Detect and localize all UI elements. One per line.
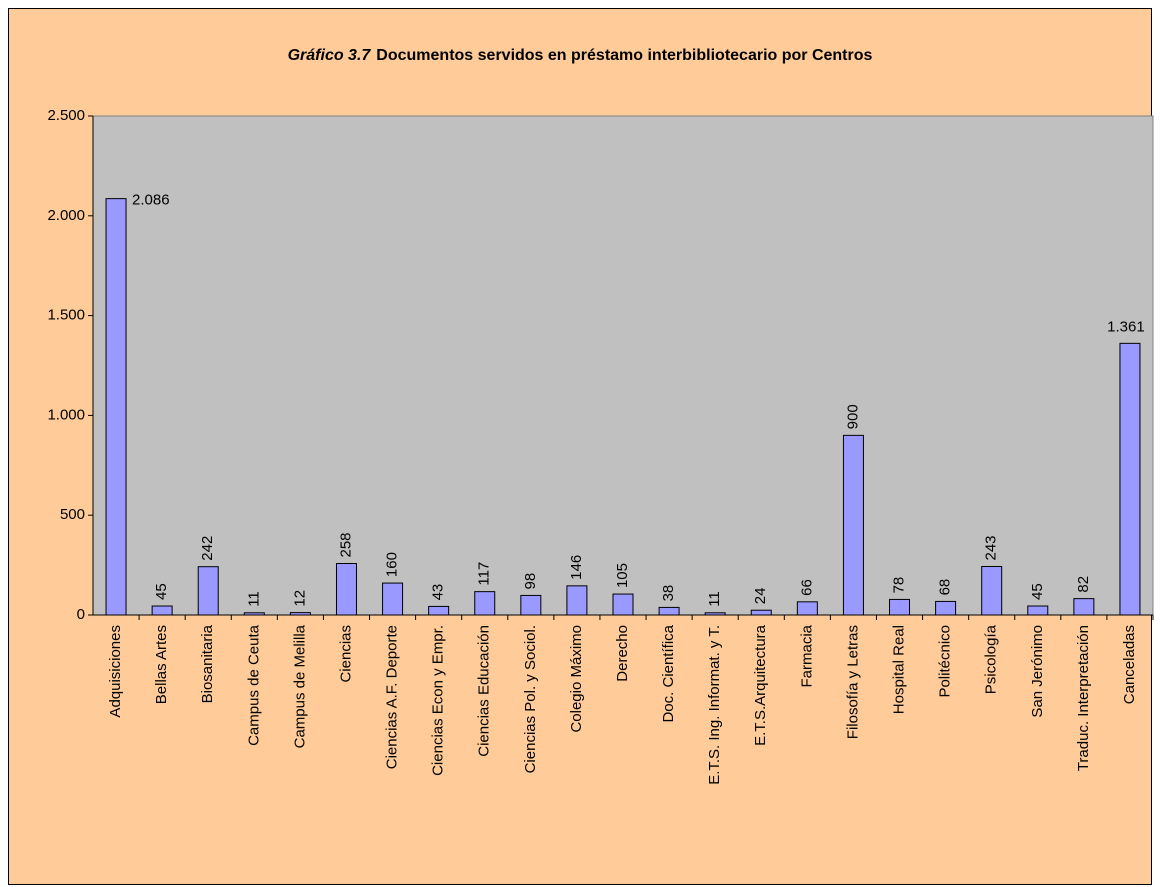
bar [842,434,864,616]
x-tick-label: Ciencias Econ y Empr. [430,625,447,776]
y-tick-label: 1.000 [47,406,85,423]
data-label: 68 [937,579,954,596]
plot-area [92,115,1154,616]
bar [1119,342,1141,616]
data-label: 45 [1029,583,1046,600]
data-label: 242 [199,536,216,561]
bar [566,585,588,616]
x-tick-label: Traduc. Interpretación [1075,625,1092,771]
bar [382,582,404,616]
x-tick-label: E.T.S.Arquitectura [752,624,769,746]
data-label: 146 [568,555,585,580]
data-label: 11 [245,591,262,607]
x-tick-label: Ciencias [337,625,354,683]
bar [889,598,911,616]
data-label: 38 [660,585,677,602]
bar [704,612,726,616]
data-label: 45 [153,583,170,600]
bar [474,591,496,616]
y-tick-label: 2.000 [47,207,85,224]
data-label: 12 [291,590,308,607]
y-tick-label: 0 [77,606,85,623]
x-tick-label: Ciencias A.F. Deporte [384,625,401,769]
x-tick-label: Politécnico [937,625,954,698]
data-label: 98 [522,573,539,590]
bar [335,563,357,616]
x-tick-label: Ciencias Educación [476,625,493,757]
x-tick-label: Campus de Melilla [291,624,308,748]
bar [197,566,219,616]
y-tick-label: 2.500 [47,107,85,124]
x-tick-label: Farmacia [798,624,815,687]
bar [796,601,818,616]
data-label: 11 [706,591,723,607]
data-label: 117 [476,562,493,586]
x-tick-label: Doc. Científica [660,624,677,722]
x-tick-label: Bellas Artes [153,625,170,704]
x-tick-label: Campus de Ceuta [245,624,262,746]
data-label: 24 [752,588,769,605]
data-label: 1.361 [1107,318,1145,335]
x-tick-label: E.T.S. Ing. Informat. y T. [706,625,723,785]
bar [1073,598,1095,616]
x-tick-label: Ciencias Pol. y Sociol. [522,625,539,773]
y-tick-label: 500 [60,506,85,523]
bar [935,600,957,616]
x-tick-label: Derecho [614,625,631,682]
bar [612,593,634,616]
bar [750,609,772,616]
data-label: 66 [798,579,815,596]
bar [289,612,311,616]
bar [1027,605,1049,616]
bar [428,605,450,616]
data-label: 243 [983,535,1000,560]
x-tick-label: Hospital Real [890,625,907,714]
bar [105,198,127,616]
data-label: 900 [844,404,861,429]
bar [981,565,1003,616]
x-tick-label: San Jerónimo [1029,625,1046,718]
y-tick-label: 1.500 [47,307,85,324]
bar [243,612,265,616]
x-tick-label: Adquisiciones [107,625,124,718]
data-label: 82 [1075,576,1092,593]
chart-title: Gráfico 3.7 Documentos servidos en présta… [288,47,873,64]
x-tick-label: Canceladas [1121,625,1138,704]
title-text: Documentos servidos en préstamo interbib… [376,47,872,64]
data-label: 160 [384,552,401,577]
title-number: Gráfico 3.7 [288,47,372,64]
data-label: 258 [337,532,354,557]
bar [520,594,542,616]
x-tick-label: Colegio Máximo [568,625,585,733]
data-label: 78 [890,577,907,594]
data-label: 2.086 [132,192,170,209]
x-tick-label: Biosanitaria [199,624,216,703]
data-label: 105 [614,563,631,588]
bar [658,606,680,616]
data-label: 43 [430,584,447,601]
bar [151,605,173,616]
x-tick-label: Psicología [983,624,1000,694]
x-tick-label: Filosofía y Letras [844,625,861,739]
